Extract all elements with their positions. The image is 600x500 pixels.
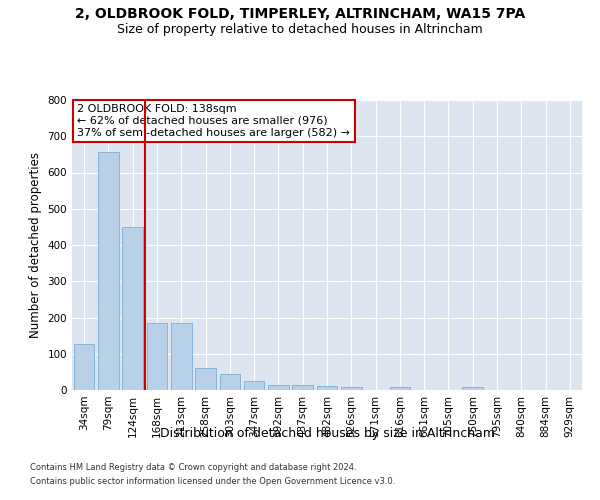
Text: Size of property relative to detached houses in Altrincham: Size of property relative to detached ho… [117,22,483,36]
Bar [195,368,216,390]
Y-axis label: Number of detached properties: Number of detached properties [29,152,42,338]
Text: 2, OLDBROOK FOLD, TIMPERLEY, ALTRINCHAM, WA15 7PA: 2, OLDBROOK FOLD, TIMPERLEY, ALTRINCHAM,… [75,8,525,22]
Text: Distribution of detached houses by size in Altrincham: Distribution of detached houses by size … [160,428,494,440]
Bar [292,386,313,390]
Bar [122,226,143,390]
Bar [341,386,362,390]
Bar [220,374,240,390]
Bar [98,152,119,390]
Bar [389,387,410,390]
Bar [74,344,94,390]
Text: 2 OLDBROOK FOLD: 138sqm
← 62% of detached houses are smaller (976)
37% of semi-d: 2 OLDBROOK FOLD: 138sqm ← 62% of detache… [77,104,350,138]
Text: Contains HM Land Registry data © Crown copyright and database right 2024.: Contains HM Land Registry data © Crown c… [30,464,356,472]
Bar [463,386,483,390]
Bar [171,324,191,390]
Bar [317,386,337,390]
Bar [244,381,265,390]
Bar [146,324,167,390]
Text: Contains public sector information licensed under the Open Government Licence v3: Contains public sector information licen… [30,477,395,486]
Bar [268,386,289,390]
